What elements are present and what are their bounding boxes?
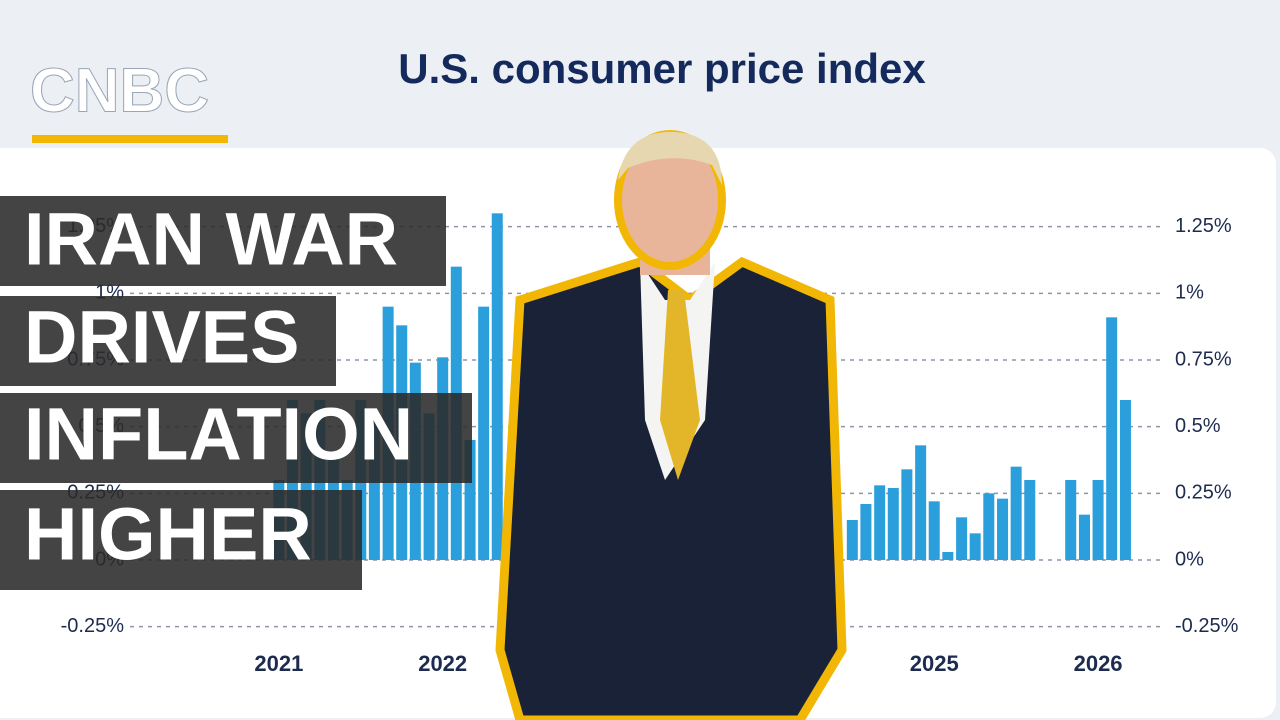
person-figure [495,130,847,720]
headline-box [0,393,472,483]
bar [887,488,899,560]
bar [969,533,981,560]
y-tick-label: 0.5% [1175,415,1221,437]
x-tick-label: 2022 [418,651,467,676]
chart-title: U.S. consumer price index [398,45,926,92]
bar [1010,466,1022,560]
bar [491,213,503,561]
suit [495,256,847,720]
headline: IRAN WAR DRIVES INFLATION HIGHER [0,196,472,590]
hair [618,131,722,185]
logo: CNBC [30,56,209,125]
y-tick-label: 0% [1175,548,1204,570]
headline-box [0,296,336,386]
bar [1078,514,1090,560]
bar [1065,480,1077,560]
x-tick-label: 2021 [254,651,303,676]
y-tick-label: -0.25% [1175,615,1239,637]
bar [860,504,872,560]
bar [997,498,1009,560]
logo-underline [32,135,228,143]
bar [1119,400,1131,560]
bar [1024,480,1036,560]
bar [915,445,927,560]
tie [660,290,700,480]
headline-line: IRAN WAR [24,198,398,281]
y-tick-label-left: -0.25% [61,615,125,637]
bar [901,469,913,560]
bar [300,413,312,560]
bar [874,485,886,560]
bar [928,501,940,560]
headline-line: INFLATION [24,393,413,476]
bar [478,306,490,560]
bar [983,493,995,560]
bar [956,517,968,560]
bar [1106,317,1118,560]
headline-box [0,490,362,590]
headline-box [0,196,446,286]
headline-line: HIGHER [24,493,312,576]
bar [942,552,954,560]
x-tick-label: 2026 [1074,651,1123,676]
bar [423,413,435,560]
bar [846,520,858,560]
y-tick-label: 0.25% [1175,482,1232,504]
bar [1092,480,1104,560]
bar [464,440,476,560]
bar [368,413,380,560]
y-tick-label: 1% [1175,282,1204,304]
y-tick-label: 0.75% [1175,348,1232,370]
y-tick-label: 1.25% [1175,215,1232,237]
x-tick-label: 2025 [910,651,959,676]
headline-line: DRIVES [24,296,300,379]
